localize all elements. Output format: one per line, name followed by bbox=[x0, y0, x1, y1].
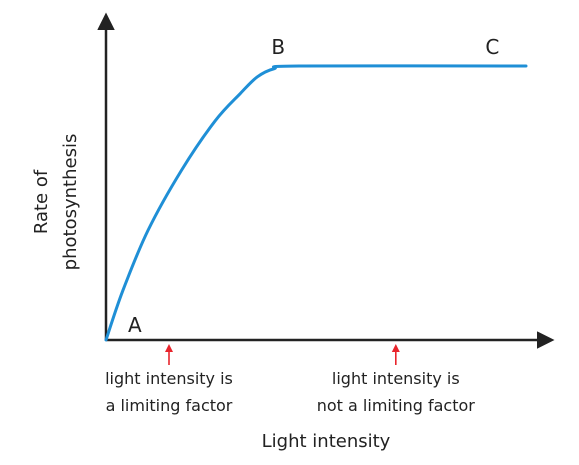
point-label-a: A bbox=[128, 313, 142, 337]
annotation-arrowhead-limiting bbox=[165, 344, 173, 352]
annotation-limiting-line-1: light intensity is bbox=[105, 369, 233, 388]
annotation-not-limiting-line-1: light intensity is bbox=[332, 369, 460, 388]
annotation-arrowhead-not-limiting bbox=[391, 344, 400, 352]
point-label-b: B bbox=[271, 35, 285, 59]
annotation-limiting-line-2: a limiting factor bbox=[106, 396, 233, 415]
series-line bbox=[104, 64, 528, 342]
y-axis-title-line-1: Rate of bbox=[31, 169, 52, 234]
annotation-not-limiting-line-2: not a limiting factor bbox=[317, 396, 476, 415]
y-axis-title-line-2: photosynthesis bbox=[60, 134, 81, 271]
point-label-c: C bbox=[485, 35, 499, 59]
x-axis-title: Light intensity bbox=[262, 431, 391, 452]
annotation-limiting: light intensity is a limiting factor bbox=[105, 344, 233, 415]
annotation-not-limiting: light intensity is not a limiting factor bbox=[317, 344, 476, 415]
